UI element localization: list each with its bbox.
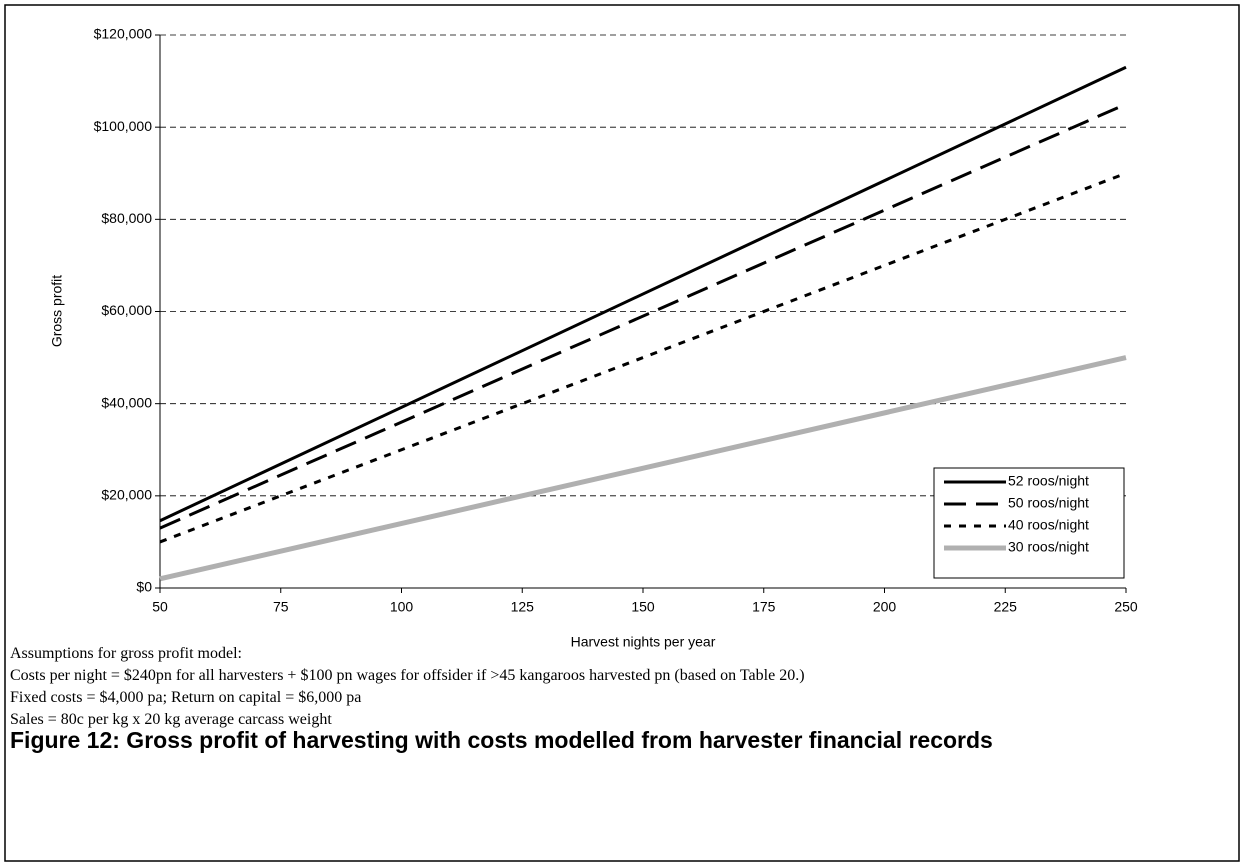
x-tick-label: 200 xyxy=(873,599,897,615)
x-tick-label: 225 xyxy=(994,599,1018,615)
figure-caption: Figure 12: Gross profit of harvesting wi… xyxy=(10,727,993,753)
x-tick-label: 250 xyxy=(1114,599,1138,615)
y-tick-label: $0 xyxy=(136,579,152,595)
legend-label: 40 roos/night xyxy=(1008,517,1089,533)
note: Costs per night = $240pn for all harvest… xyxy=(10,667,805,684)
series-line xyxy=(159,102,1127,530)
series-line xyxy=(159,65,1127,523)
legend-label: 30 roos/night xyxy=(1008,539,1089,555)
frame xyxy=(4,4,1240,862)
x-tick-label: 50 xyxy=(152,599,168,615)
series-line xyxy=(159,355,1127,582)
series-line xyxy=(159,171,1127,544)
x-tick-label: 75 xyxy=(273,599,289,615)
x-tick-label: 125 xyxy=(511,599,535,615)
y-axis-label: Gross profit xyxy=(49,275,65,347)
legend-label: 52 roos/night xyxy=(1008,473,1089,489)
y-tick-label: $40,000 xyxy=(101,394,152,410)
note: Sales = 80c per kg x 20 kg average carca… xyxy=(10,711,332,728)
y-tick-label: $80,000 xyxy=(101,210,152,226)
y-tick-label: $100,000 xyxy=(94,118,153,134)
x-tick-label: 175 xyxy=(752,599,776,615)
legend-label: 50 roos/night xyxy=(1008,495,1089,511)
note: Fixed costs = $4,000 pa; Return on capit… xyxy=(10,689,362,706)
x-axis-label: Harvest nights per year xyxy=(571,634,716,650)
x-tick-label: 150 xyxy=(631,599,655,615)
y-tick-label: $120,000 xyxy=(94,26,153,42)
x-tick-label: 100 xyxy=(390,599,414,615)
y-tick-label: $20,000 xyxy=(101,487,152,503)
legend xyxy=(933,467,1125,579)
note: Assumptions for gross profit model: xyxy=(10,645,242,662)
y-tick-label: $60,000 xyxy=(101,302,152,318)
